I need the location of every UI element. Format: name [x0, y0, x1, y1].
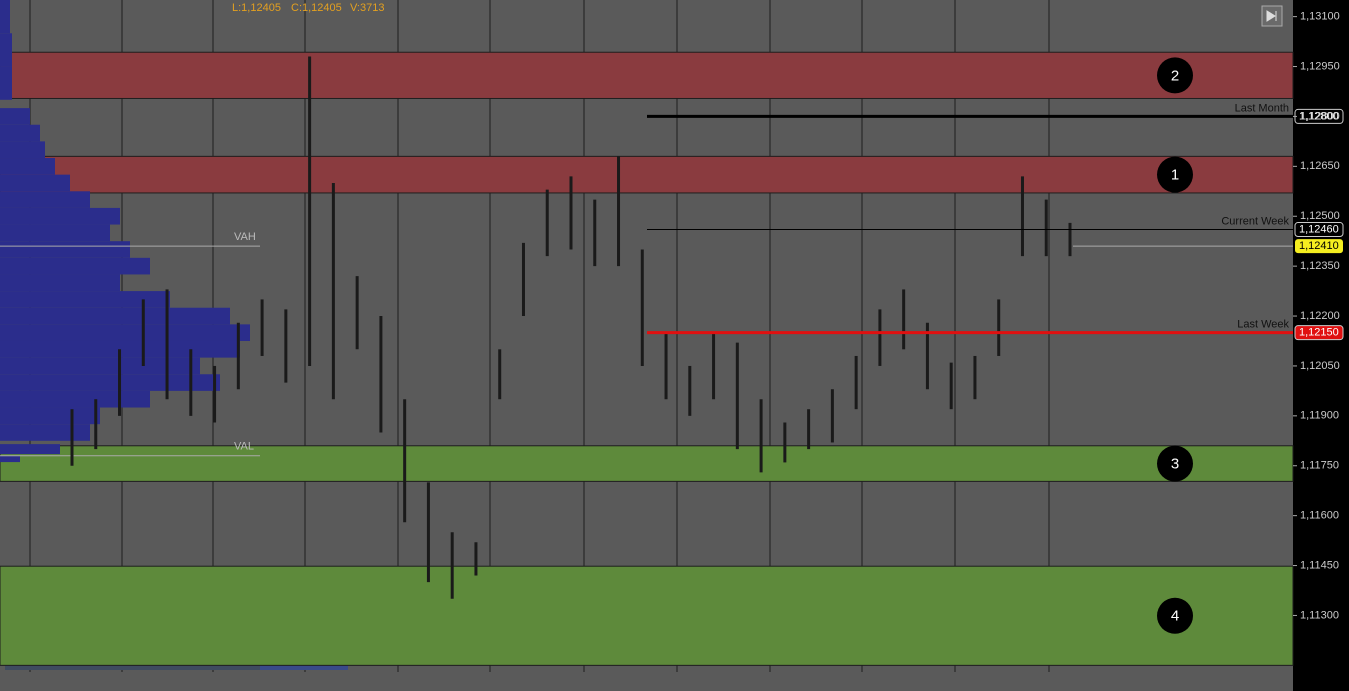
price-axis — [1293, 0, 1349, 691]
scroll-end-icon — [1266, 10, 1277, 22]
profile-bar — [0, 124, 40, 142]
level-name: Current Week — [1221, 215, 1289, 227]
profile-bar — [0, 174, 70, 192]
y-tick-label: 1,11900 — [1300, 410, 1339, 422]
last-price-label: 1,12410 — [1299, 240, 1339, 252]
y-tick-label: 1,12350 — [1300, 260, 1340, 272]
y-tick-label: 1,13100 — [1300, 11, 1340, 23]
level-name: Last Month — [1235, 102, 1289, 114]
y-tick-label: 1,12650 — [1300, 160, 1340, 172]
zone-badge — [1157, 156, 1193, 193]
value-area-label: VAH — [234, 231, 256, 243]
profile-bar — [0, 424, 90, 441]
y-tick-label: 1,11750 — [1300, 460, 1339, 472]
profile-bar — [0, 224, 110, 242]
zone — [0, 565, 1294, 666]
value-area-label: VAL — [234, 441, 254, 453]
profile-bar — [0, 66, 12, 100]
y-tick-label: 1,11300 — [1300, 609, 1339, 621]
profile-bar — [0, 0, 10, 34]
close-label: C:1,12405 — [291, 2, 342, 14]
level-price: 1,12460 — [1299, 223, 1339, 235]
zone-badge — [1157, 445, 1193, 482]
volume-label: V:3713 — [350, 2, 384, 14]
time-axis — [0, 672, 1293, 691]
y-tick-label: 1,11600 — [1300, 510, 1339, 522]
profile-bar — [0, 456, 20, 463]
zone — [0, 445, 1294, 482]
zone — [0, 155, 1294, 194]
level-name: Last Week — [1237, 319, 1289, 331]
profile-bar — [0, 191, 90, 208]
profile-bar — [0, 108, 30, 125]
y-tick-label: 1,12800 — [1300, 110, 1340, 122]
level-tag — [1294, 325, 1344, 341]
profile-bar — [0, 374, 220, 391]
low-label: L:1,12405 — [232, 2, 281, 14]
profile-bar — [0, 444, 60, 455]
profile-bar — [0, 33, 12, 67]
profile-bar — [0, 158, 55, 175]
zone — [0, 51, 1294, 99]
profile-bar — [0, 357, 200, 375]
profile-bar — [0, 407, 100, 425]
zone-number: 4 — [1171, 608, 1179, 625]
profile-bar — [0, 257, 150, 275]
y-tick-label: 1,12950 — [1300, 60, 1340, 72]
level-price: 1,12800 — [1299, 110, 1339, 122]
zone-badge — [1157, 597, 1193, 634]
zone-number: 3 — [1171, 456, 1179, 473]
y-tick-label: 1,12500 — [1300, 210, 1340, 222]
profile-bar — [0, 141, 45, 159]
y-tick-label: 1,12200 — [1300, 310, 1340, 322]
last-price-tag — [1295, 239, 1343, 254]
zone-number: 1 — [1171, 167, 1179, 184]
y-tick-label: 1,12050 — [1300, 360, 1340, 372]
level-tag — [1294, 222, 1344, 238]
profile-bar — [0, 324, 250, 341]
profile-bar — [0, 207, 120, 225]
profile-bar — [0, 291, 170, 308]
y-tick-label: 1,11450 — [1300, 559, 1339, 571]
profile-bar — [0, 274, 120, 292]
zone-badge — [1157, 57, 1193, 94]
profile-bar — [0, 390, 150, 408]
profile-bar — [0, 241, 130, 258]
profile-bar — [0, 307, 230, 325]
level-price: 1,12150 — [1299, 327, 1339, 339]
zone-number: 2 — [1171, 67, 1179, 84]
